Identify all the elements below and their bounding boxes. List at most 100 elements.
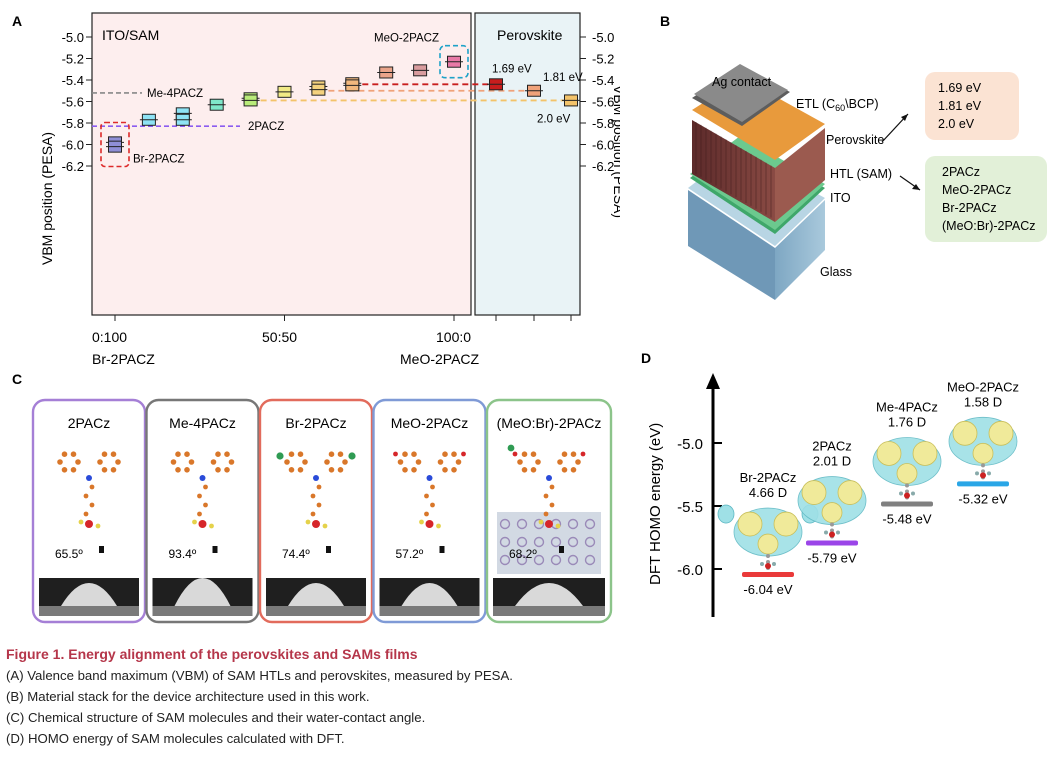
molecule-card: MeO-2PACz 57.2º — [372, 398, 487, 624]
plot-right-area — [474, 12, 581, 316]
bandgap-box — [925, 72, 1019, 140]
left-panel-title: ITO/SAM — [102, 27, 159, 43]
homo-energy-label: -5.32 eV — [958, 491, 1007, 506]
highlight-br2pacz — [100, 121, 130, 168]
y-axis-label: VBM position (PESA) — [39, 132, 55, 265]
molecule-name-label: Br-2PACz — [740, 470, 797, 485]
x-tick-label-50: 50:50 — [262, 329, 297, 345]
molecule-name: Me-4PACz — [169, 415, 236, 431]
homo-level-bar — [806, 540, 858, 546]
bandgap-1: 1.69 eV — [938, 81, 982, 95]
annotation-meo2pacz: MeO-2PACZ — [374, 33, 439, 45]
homo-energy-label: -6.04 eV — [743, 582, 792, 597]
caption-line-b: (B) Material stack for the device archit… — [6, 689, 370, 704]
ref-label-me4pacz: Me-4PACZ — [147, 88, 203, 100]
right-y-tick-label: -5.8 — [592, 116, 614, 131]
label-htl: HTL (SAM) — [830, 167, 892, 181]
molecule-name: 2PACz — [68, 415, 111, 431]
label-ag-contact: Ag contact — [712, 75, 772, 89]
x-axis-label-right: MeO-2PACZ — [400, 351, 480, 367]
contact-angle: 65.5º — [55, 547, 83, 561]
panel-c-molecules: C 2PACz 65.5º Me-4PACz 93.4º Br-2PACz 74.4º Me… — [12, 371, 613, 624]
caption-title: Figure 1. Energy alignment of the perovs… — [6, 646, 418, 662]
dipole-label: 1.58 D — [964, 394, 1002, 409]
perovskite-label-1: 1.69 eV — [492, 63, 532, 75]
panel-d-dft-homo: D DFT HOMO energy (eV) -5.0 -5.5 -6.0 -6.0… — [641, 350, 1019, 617]
y-tick-label: -5.6 — [62, 95, 84, 110]
dft-y-tick-label: -6.0 — [677, 562, 703, 579]
ag-contact-top — [694, 64, 788, 122]
right-y-tick-label: -5.2 — [592, 52, 614, 67]
molecule-name-label: 2PACz — [812, 439, 852, 454]
dft-y-tick-label: -5.0 — [677, 436, 703, 453]
dft-y-tick-label: -5.5 — [677, 499, 703, 516]
sam-4: (MeO:Br)-2PACz — [942, 219, 1036, 233]
right-y-tick-label: -6.0 — [592, 138, 614, 153]
molecule-name: MeO-2PACz — [391, 415, 469, 431]
perovskite-layer — [692, 120, 775, 222]
molecule-card: 2PACz 65.5º — [31, 398, 147, 624]
sam-2: MeO-2PACz — [942, 183, 1011, 197]
homo-level-bar — [742, 572, 794, 578]
molecule-card: Br-2PACz 74.4º — [258, 398, 374, 624]
right-y-tick-label: -5.0 — [592, 30, 614, 45]
bandgap-3: 2.0 eV — [938, 117, 975, 131]
glass-layer — [688, 190, 775, 300]
right-y-tick-label: -5.4 — [592, 73, 614, 88]
panel-label-a: A — [12, 13, 22, 29]
panel-label-c: C — [12, 371, 22, 387]
glass-front — [775, 200, 825, 300]
bandgap-2: 1.81 eV — [938, 99, 982, 113]
homo-energy-label: -5.79 eV — [807, 551, 856, 566]
ref-label-2pacz: 2PACZ — [248, 121, 284, 133]
right-y-tick-label: -5.6 — [592, 95, 614, 110]
x-tick-label-0: 0:100 — [92, 329, 127, 345]
right-y-axis-label: VBM position (PESA) — [611, 85, 620, 218]
y-tick-label: -6.0 — [62, 138, 84, 153]
y-tick-label: -5.2 — [62, 52, 84, 67]
dipole-label: 4.66 D — [749, 485, 787, 500]
y-tick-label: -5.0 — [62, 30, 84, 45]
figure-caption: Figure 1. Energy alignment of the perovs… — [6, 646, 1046, 752]
x-tick-label-100: 100:0 — [436, 329, 471, 345]
molecule-card: (MeO:Br)-2PACz 68.2º — [485, 398, 613, 624]
panel-b-device-stack: B Ag contact ETL (C60\BCP) Perovskite HT… — [660, 13, 1047, 300]
x-axis-label-left: Br-2PACZ — [92, 351, 155, 367]
label-ito: ITO — [830, 191, 851, 205]
dipole-label: 2.01 D — [813, 454, 851, 469]
homo-energy-label: -5.48 eV — [882, 511, 931, 526]
sam-box — [925, 156, 1047, 242]
label-glass: Glass — [820, 265, 852, 279]
perovskite-label-2: 1.81 eV — [543, 72, 583, 84]
molecule-name-label: MeO-2PACz — [947, 379, 1019, 394]
plot-left-area — [91, 12, 472, 316]
label-etl: ETL (C60\BCP) — [796, 97, 878, 113]
sam-3: Br-2PACz — [942, 201, 997, 215]
molecule-name: Br-2PACz — [285, 415, 346, 431]
molecule-card: Me-4PACz 93.4º — [145, 398, 260, 624]
contact-angle: 74.4º — [282, 547, 310, 561]
right-y-tick-label: -6.2 — [592, 159, 614, 174]
caption-line-d: (D) HOMO energy of SAM molecules calcula… — [6, 731, 345, 746]
caption-line-c: (C) Chemical structure of SAM molecules … — [6, 710, 426, 725]
dft-y-axis-label: DFT HOMO energy (eV) — [647, 423, 664, 585]
molecule-name: (MeO:Br)-2PACz — [497, 415, 602, 431]
dft-axis-arrow — [706, 373, 720, 389]
molecule-name-label: Me-4PACz — [876, 399, 938, 414]
panel-label-d: D — [641, 350, 651, 366]
y-tick-label: -5.4 — [62, 73, 84, 88]
contact-angle: 68.2º — [509, 547, 537, 561]
annotation-br2pacz: Br-2PACZ — [133, 154, 185, 166]
right-panel-title: Perovskite — [497, 27, 563, 43]
homo-level-bar — [957, 481, 1009, 487]
panel-label-b: B — [660, 13, 670, 29]
contact-angle: 57.2º — [396, 547, 424, 561]
sam-1: 2PACz — [942, 165, 980, 179]
perovskite-front — [775, 128, 825, 222]
label-perovskite: Perovskite — [826, 133, 884, 147]
perovskite-label-3: 2.0 eV — [537, 113, 571, 125]
